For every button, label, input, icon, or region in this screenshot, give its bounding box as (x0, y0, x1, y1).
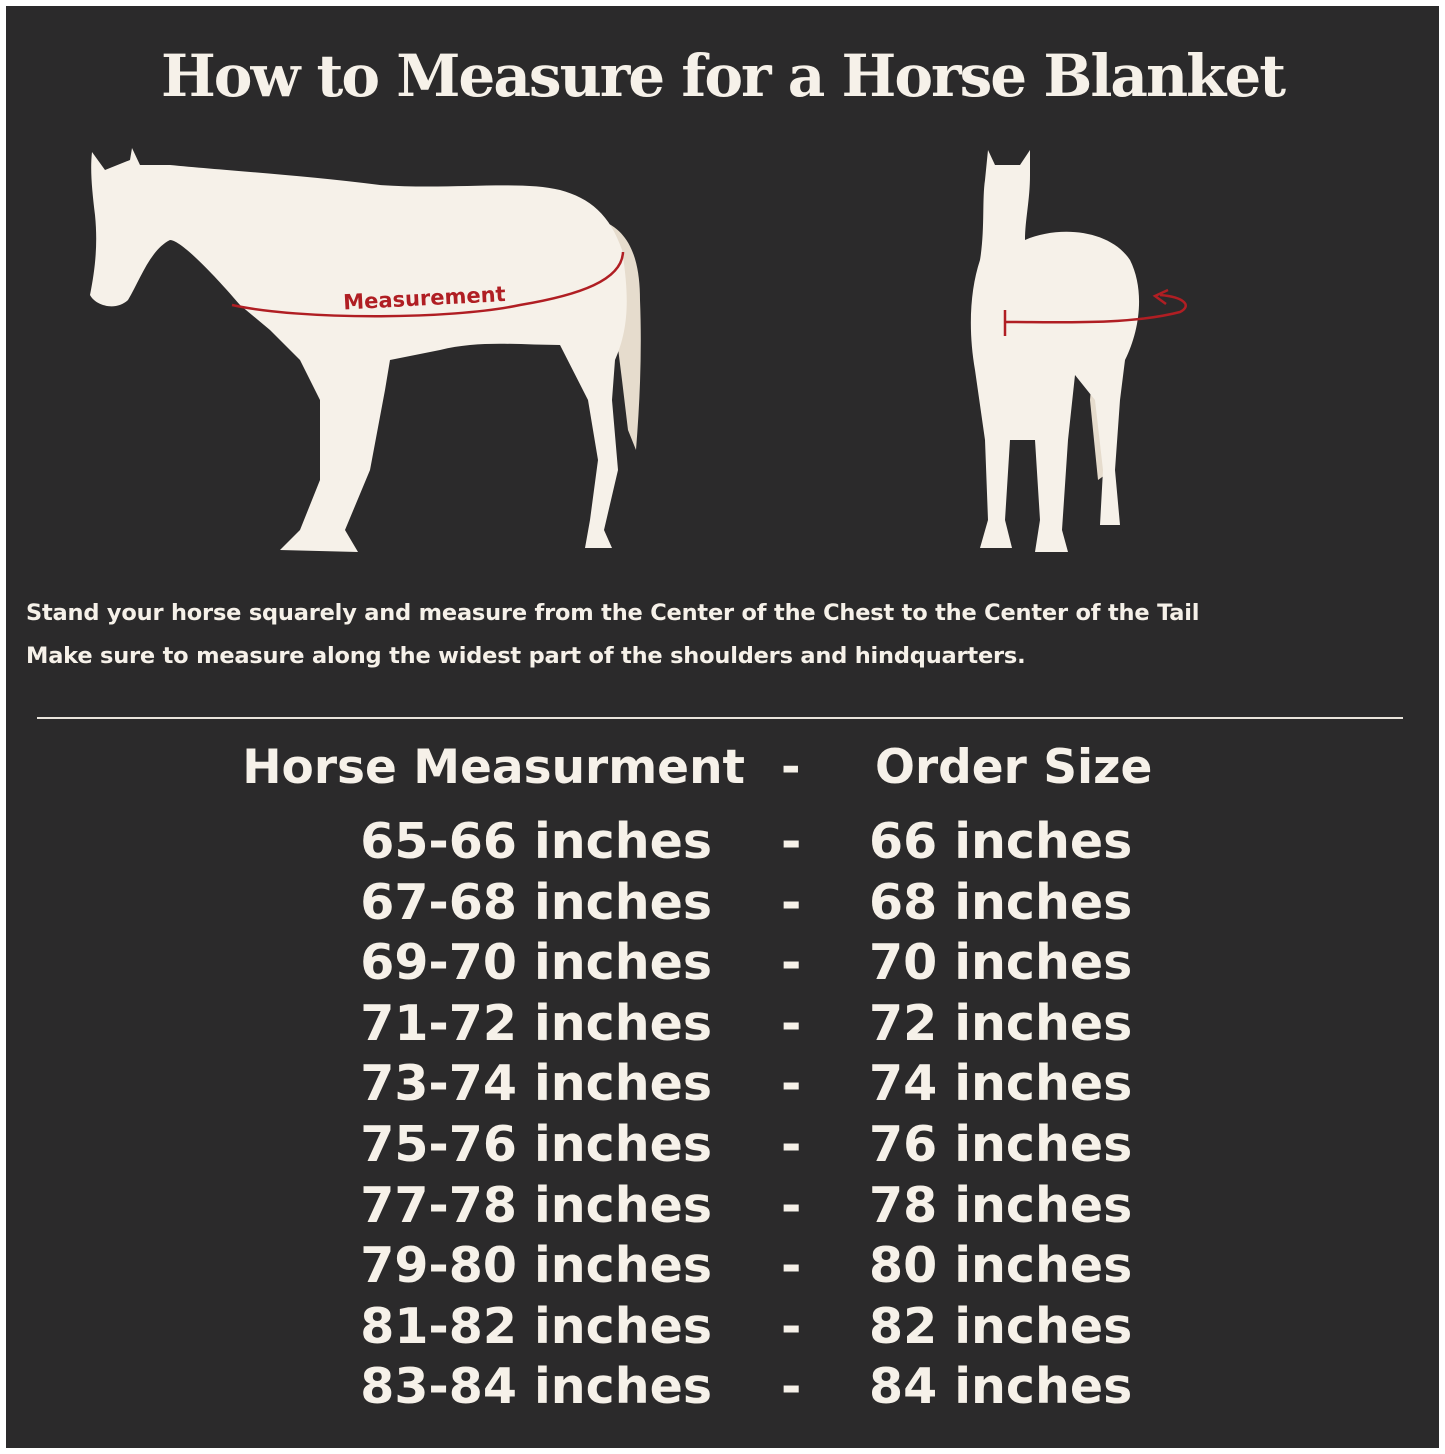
table-row: 67-68 inches - 68 inches (0, 874, 1445, 934)
table-header: Horse Measurment - Order Size (0, 740, 1445, 800)
row-separator: - (781, 1055, 802, 1113)
row-separator: - (781, 813, 802, 870)
row-separator: - (781, 1237, 802, 1295)
header-separator: - (781, 740, 801, 795)
row-separator: - (781, 994, 802, 1052)
row-order-size: 84 inches (869, 1358, 1133, 1416)
instruction-line-2: Make sure to measure along the widest pa… (26, 643, 1026, 669)
header-horse-measurement: Horse Measurment (242, 740, 745, 795)
measurement-line (231, 251, 625, 318)
row-order-size: 70 inches (869, 934, 1133, 992)
row-separator: - (781, 1176, 802, 1234)
page-title: How to Measure for a Horse Blanket (160, 42, 1286, 110)
row-measurement: 71-72 inches (360, 994, 712, 1052)
row-measurement: 77-78 inches (360, 1176, 712, 1234)
table-row: 69-70 inches - 70 inches (0, 934, 1445, 994)
table-row: 83-84 inches - 84 inches (0, 1358, 1445, 1418)
row-separator: - (781, 1116, 802, 1173)
row-measurement: 67-68 inches (360, 873, 712, 931)
table-row: 75-76 inches - 76 inches (0, 1116, 1445, 1176)
row-measurement: 69-70 inches (360, 934, 712, 992)
horse-front-body (970, 150, 1140, 552)
row-separator: - (781, 934, 802, 992)
row-separator: - (781, 1358, 802, 1416)
row-order-size: 80 inches (869, 1237, 1133, 1295)
row-order-size: 78 inches (869, 1176, 1133, 1234)
row-order-size: 82 inches (869, 1297, 1133, 1355)
horse-side-body (90, 148, 627, 552)
table-row: 73-74 inches - 74 inches (0, 1055, 1445, 1115)
table-row: 71-72 inches - 72 inches (0, 995, 1445, 1055)
row-measurement: 75-76 inches (360, 1116, 712, 1173)
row-order-size: 72 inches (869, 994, 1133, 1052)
table-row: 81-82 inches - 82 inches (0, 1298, 1445, 1358)
row-measurement: 79-80 inches (360, 1237, 712, 1295)
row-order-size: 68 inches (869, 873, 1133, 931)
row-order-size: 74 inches (869, 1055, 1133, 1113)
row-order-size: 66 inches (869, 813, 1133, 870)
row-separator: - (781, 873, 802, 931)
row-separator: - (781, 1297, 802, 1355)
row-measurement: 83-84 inches (360, 1358, 712, 1416)
measurement-arrow (1003, 288, 1187, 336)
horse-front-view-illustration (970, 150, 1187, 552)
header-order-size: Order Size (875, 740, 1153, 795)
row-measurement: 81-82 inches (360, 1297, 712, 1355)
table-row: 79-80 inches - 80 inches (0, 1237, 1445, 1297)
table-row: 77-78 inches - 78 inches (0, 1177, 1445, 1237)
row-order-size: 76 inches (869, 1116, 1133, 1173)
table-row: 65-66 inches - 66 inches (0, 813, 1445, 873)
row-measurement: 65-66 inches (360, 813, 712, 870)
horse-side-view-illustration: Measurement (90, 148, 641, 552)
instruction-line-1: Stand your horse squarely and measure fr… (26, 600, 1200, 626)
divider (37, 717, 1403, 719)
row-measurement: 73-74 inches (360, 1055, 712, 1113)
